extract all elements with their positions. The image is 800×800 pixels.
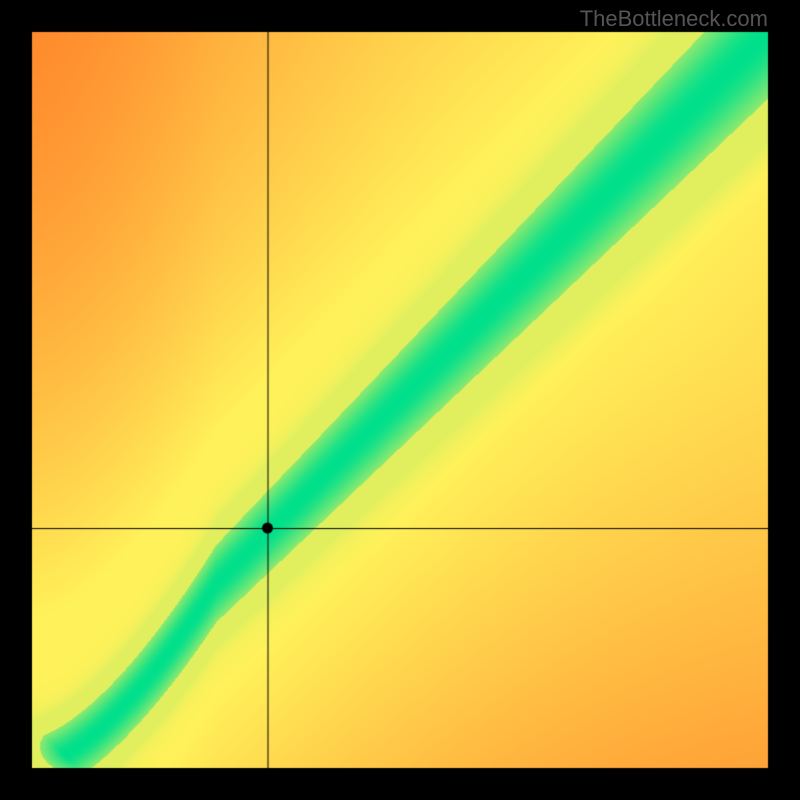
- watermark-text: TheBottleneck.com: [580, 6, 768, 32]
- chart-root: TheBottleneck.com: [0, 0, 800, 800]
- bottleneck-heatmap-canvas: [0, 0, 800, 800]
